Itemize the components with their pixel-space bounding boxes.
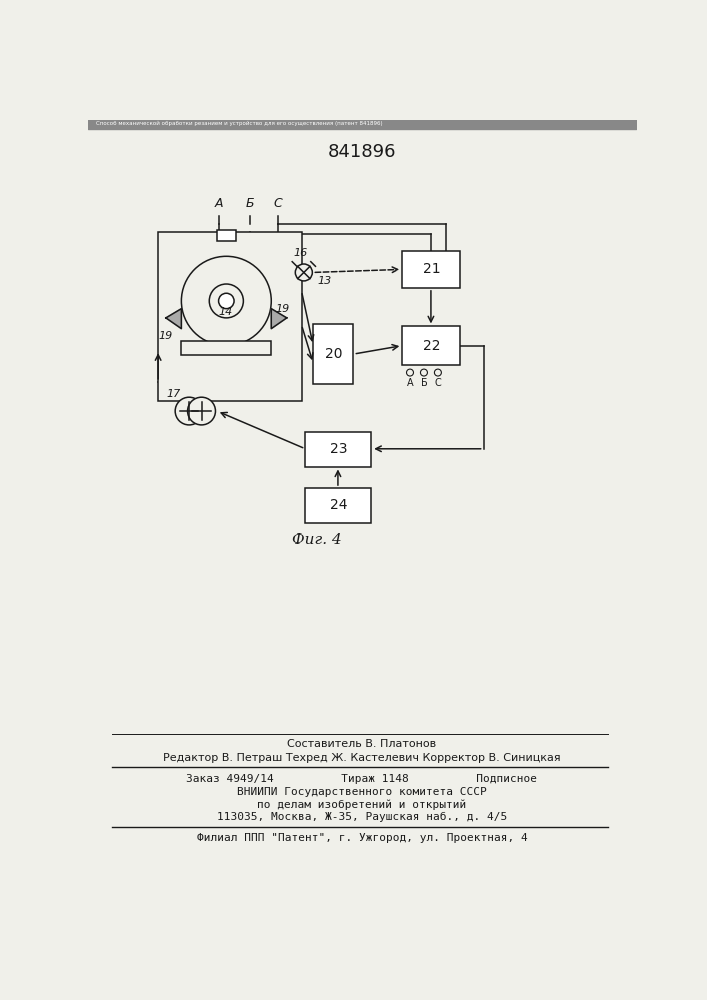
Bar [313,324,354,384]
Circle shape [187,397,216,425]
Bar [402,251,460,288]
Text: Составитель В. Платонов: Составитель В. Платонов [287,739,436,749]
Text: А: А [214,197,223,210]
Text: 20: 20 [325,347,342,361]
Bar [182,341,271,355]
Circle shape [407,369,414,376]
Text: 13: 13 [317,276,332,286]
Text: 17: 17 [167,389,181,399]
Bar [217,230,235,241]
Text: 113035, Москва, Ж-35, Раушская наб., д. 4/5: 113035, Москва, Ж-35, Раушская наб., д. … [217,812,507,822]
Polygon shape [166,309,182,329]
Text: С: С [435,378,441,388]
Polygon shape [271,309,287,329]
Text: 21: 21 [423,262,440,276]
Text: 23: 23 [329,442,347,456]
Text: 19: 19 [275,304,289,314]
Text: 841896: 841896 [328,143,396,161]
Text: Б: Б [421,378,427,388]
Bar [305,488,371,523]
Circle shape [296,264,312,281]
Text: 19: 19 [158,331,173,341]
Text: Способ механической обработки резанием и устройство для его осуществления (патен: Способ механической обработки резанием и… [96,121,382,126]
Text: А: А [407,378,414,388]
Text: 16: 16 [293,248,308,258]
Text: Филиал ППП "Патент", г. Ужгород, ул. Проектная, 4: Филиал ППП "Патент", г. Ужгород, ул. Про… [197,833,527,843]
Circle shape [175,397,203,425]
Text: 24: 24 [329,498,347,512]
Text: С: С [274,197,283,210]
Circle shape [209,284,243,318]
Circle shape [421,369,428,376]
Bar [402,326,460,365]
Circle shape [182,256,271,346]
Circle shape [218,293,234,309]
Text: по делам изобретений и открытий: по делам изобретений и открытий [257,799,467,810]
Bar [305,432,371,466]
Bar [158,232,301,401]
Text: Фиг. 4: Фиг. 4 [292,533,342,547]
Text: Редактор В. Петраш Техред Ж. Кастелевич Корректор В. Синицкая: Редактор В. Петраш Техред Ж. Кастелевич … [163,753,561,763]
Text: 14: 14 [218,307,233,317]
Text: ВНИИПИ Государственного комитета СССР: ВНИИПИ Государственного комитета СССР [237,787,487,797]
Text: Заказ 4949/14          Тираж 1148          Подписное: Заказ 4949/14 Тираж 1148 Подписное [187,774,537,784]
Text: 22: 22 [423,339,440,353]
Text: Б: Б [245,197,254,210]
Circle shape [434,369,441,376]
